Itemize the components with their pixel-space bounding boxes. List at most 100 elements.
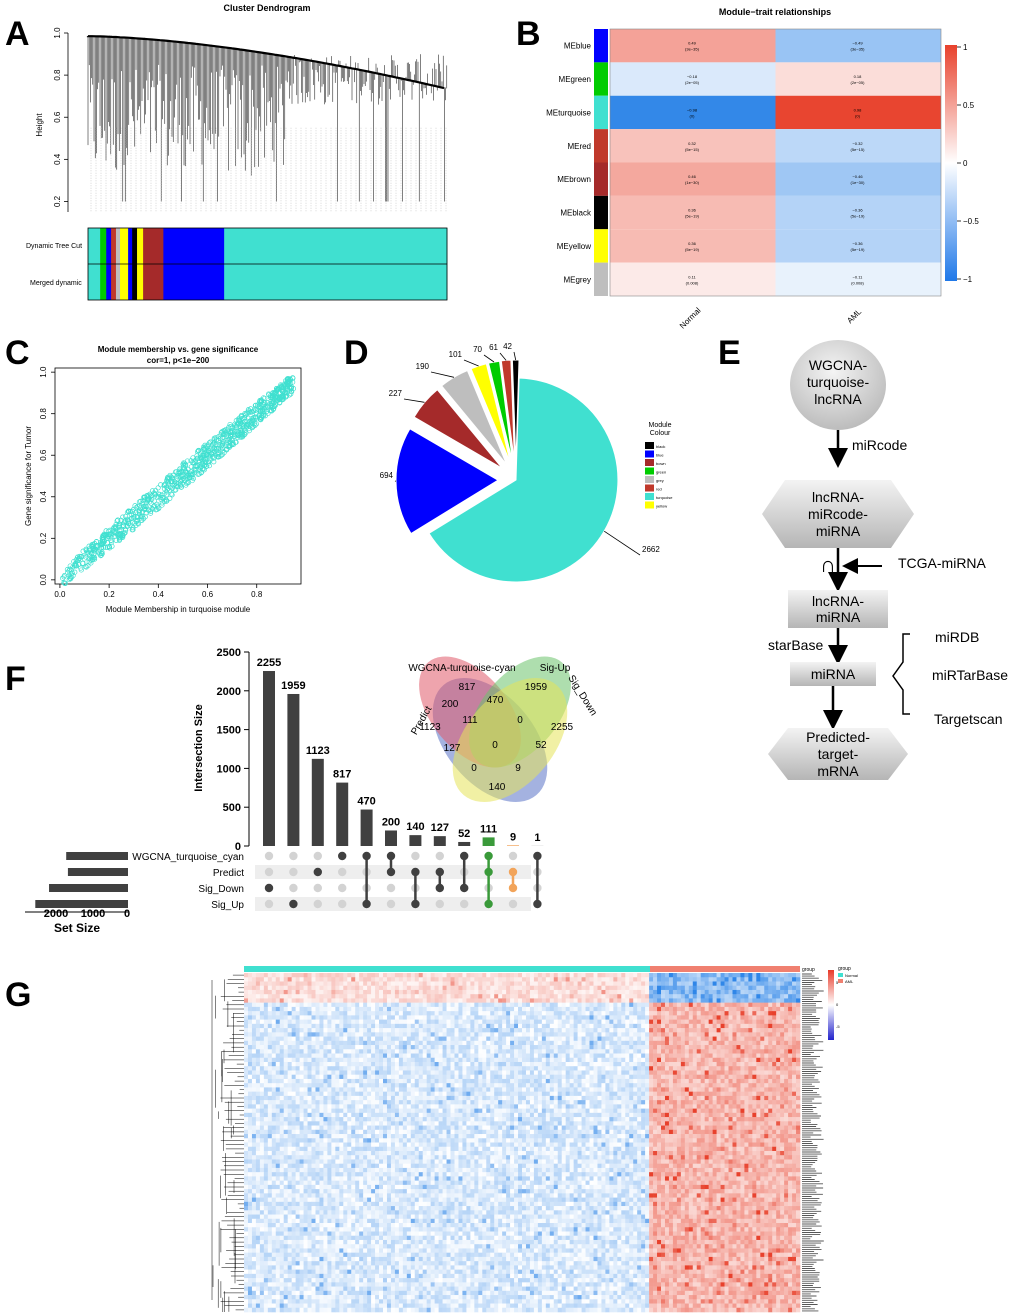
heatmap-cell xyxy=(649,1053,654,1059)
heatmap-cell xyxy=(680,1019,686,1025)
heatmap-cell xyxy=(672,1053,678,1059)
heatmap-cell xyxy=(474,994,479,999)
heatmap-cell xyxy=(279,973,285,978)
heatmap-cell xyxy=(287,973,292,978)
heatmap-group-bar-normal xyxy=(244,966,650,972)
heatmap-cell xyxy=(609,1006,614,1012)
heatmap-cell xyxy=(458,1083,463,1088)
heatmap-cell xyxy=(426,1049,431,1054)
heatmap-cell xyxy=(621,981,626,987)
heatmap-cell xyxy=(331,1002,336,1008)
heatmap-cell xyxy=(343,989,348,995)
trait-cell xyxy=(610,95,776,130)
heatmap-cell xyxy=(394,1053,400,1059)
heatmap-cell xyxy=(414,981,420,987)
heatmap-cell xyxy=(339,1083,344,1088)
heatmap-cell xyxy=(335,989,340,995)
heatmap-cell xyxy=(299,1066,304,1071)
heatmap-cell xyxy=(263,1066,269,1071)
heatmap-cell xyxy=(549,1083,555,1088)
heatmap-cell xyxy=(768,994,773,999)
heatmap-cell xyxy=(736,1019,741,1025)
heatmap-cell xyxy=(756,1066,761,1071)
heatmap-cell xyxy=(498,973,503,978)
heatmap-cell xyxy=(438,1045,443,1050)
heatmap-cell xyxy=(267,977,273,982)
heatmap-cell xyxy=(347,1061,352,1067)
heatmap-cell xyxy=(756,1023,761,1029)
heatmap-cell xyxy=(537,1074,543,1080)
heatmap-cell xyxy=(335,998,340,1003)
heatmap-cell xyxy=(323,1045,328,1050)
heatmap-cell xyxy=(383,1006,388,1012)
heatmap-cell xyxy=(319,1045,324,1050)
flow-node1-line2: turquoise- xyxy=(807,374,870,390)
heatmap-cell xyxy=(756,1061,761,1067)
heatmap-cell xyxy=(367,1045,372,1050)
heatmap-cell xyxy=(732,1070,737,1075)
heatmap-cell xyxy=(458,1015,463,1020)
scatter-point xyxy=(164,487,170,493)
heatmap-cell xyxy=(561,1061,566,1067)
heatmap-cell xyxy=(311,1002,316,1008)
heatmap-cell xyxy=(434,1070,439,1075)
scatter-point xyxy=(286,378,292,384)
heatmap-cell xyxy=(478,1061,483,1067)
heatmap-cell xyxy=(764,1045,769,1050)
heatmap-cell xyxy=(466,1074,471,1080)
heatmap-cell xyxy=(474,1061,479,1067)
heatmap-cell xyxy=(355,1053,360,1059)
heatmap-cell xyxy=(668,1006,674,1012)
heatmap-cell xyxy=(466,1066,471,1071)
heatmap-cell xyxy=(629,977,634,982)
heatmap-cell xyxy=(756,1053,761,1059)
heatmap-cell xyxy=(664,1019,670,1025)
heatmap-cell xyxy=(315,1023,320,1029)
heatmap-cell xyxy=(569,1015,574,1020)
scatter-point xyxy=(80,560,86,566)
heatmap-cell xyxy=(442,989,447,995)
heatmap-cell xyxy=(355,985,360,991)
heatmap-cell xyxy=(676,1036,682,1042)
heatmap-cell xyxy=(267,1045,273,1050)
heatmap-cell xyxy=(315,1006,320,1012)
heatmap-cell xyxy=(784,1015,789,1020)
heatmap-cell xyxy=(402,1002,408,1008)
heatmap-cell xyxy=(684,973,690,978)
scatter-point xyxy=(167,487,173,493)
heatmap-cell xyxy=(585,1070,590,1075)
heatmap-cell xyxy=(363,1011,368,1016)
heatmap-cell xyxy=(402,1070,408,1075)
heatmap-cell xyxy=(283,994,288,999)
heatmap-cell xyxy=(327,1036,332,1042)
heatmap-cell xyxy=(601,1057,606,1063)
pie-leader-line xyxy=(603,530,641,556)
heatmap-cell xyxy=(549,1019,555,1025)
scatter-point xyxy=(225,438,231,444)
heatmap-cell xyxy=(347,1028,352,1033)
heatmap-cell xyxy=(561,973,566,978)
heatmap-cell xyxy=(525,1036,531,1042)
heatmap-cell xyxy=(541,1066,547,1071)
heatmap-cell xyxy=(736,1057,741,1063)
heatmap-cell xyxy=(502,1074,507,1080)
scatter-point xyxy=(134,517,140,523)
heatmap-cell xyxy=(506,973,511,978)
heatmap-cell xyxy=(657,994,662,999)
heatmap-cell xyxy=(633,1032,638,1037)
heatmap-cell xyxy=(295,1045,300,1050)
heatmap-cell xyxy=(649,1028,654,1033)
heatmap-cell xyxy=(323,994,328,999)
heatmap-cell xyxy=(410,1049,416,1054)
upset-bar-label: 111 xyxy=(480,823,497,835)
heatmap-cell xyxy=(291,1019,296,1025)
heatmap-cell xyxy=(498,1083,503,1088)
heatmap-cell xyxy=(494,1011,499,1016)
heatmap-cell xyxy=(581,1061,586,1067)
heatmap-cell xyxy=(692,1011,698,1016)
heatmap-cell xyxy=(696,1028,702,1033)
heatmap-cell xyxy=(609,989,614,995)
heatmap-cell xyxy=(680,1078,686,1084)
heatmap-cell xyxy=(601,1028,606,1033)
heatmap-cell xyxy=(410,981,416,987)
